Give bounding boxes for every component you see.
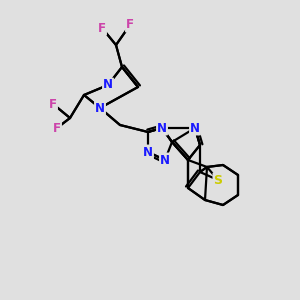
Text: N: N	[143, 146, 153, 158]
Text: F: F	[49, 98, 57, 110]
Text: N: N	[190, 122, 200, 134]
Text: F: F	[53, 122, 61, 134]
Text: N: N	[157, 122, 167, 134]
Text: N: N	[103, 79, 113, 92]
Text: N: N	[95, 101, 105, 115]
Text: S: S	[214, 173, 223, 187]
Text: F: F	[126, 19, 134, 32]
Text: F: F	[98, 22, 106, 34]
Text: N: N	[160, 154, 170, 166]
